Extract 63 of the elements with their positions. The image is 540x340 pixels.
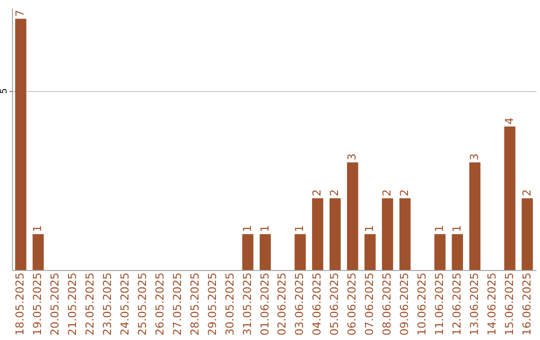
data-label: 2 [398, 189, 411, 196]
bar [242, 234, 254, 270]
bar [382, 198, 394, 270]
data-label: 7 [14, 10, 27, 17]
x-tick-label: 15.06.2025 [502, 272, 516, 336]
x-tick-label: 12.06.2025 [450, 272, 464, 336]
data-label: 2 [328, 189, 342, 196]
bar [399, 198, 411, 270]
bar [312, 198, 324, 270]
x-tick-label: 25.05.2025 [136, 272, 149, 336]
data-label: 1 [293, 225, 306, 232]
bar [294, 234, 306, 270]
x-tick-label: 21.05.2025 [66, 272, 80, 336]
bar [522, 198, 533, 270]
data-label: 2 [380, 189, 394, 196]
data-label: 2 [520, 189, 534, 196]
data-label: 1 [258, 225, 272, 232]
x-tick-label: 30.05.2025 [223, 272, 236, 336]
x-tick-label: 20.05.2025 [48, 272, 62, 336]
x-tick-label: 14.06.2025 [485, 272, 498, 336]
bar [469, 162, 480, 270]
x-tick-label: 11.06.2025 [432, 272, 446, 336]
x-tick-label: 29.05.2025 [206, 272, 219, 336]
bar [32, 234, 44, 270]
x-tick-label: 05.06.2025 [328, 272, 342, 336]
data-label: 2 [310, 189, 324, 196]
bar [260, 234, 271, 270]
bar [434, 234, 446, 270]
bar [330, 198, 341, 270]
x-tick-label: 10.06.2025 [415, 272, 428, 336]
x-tick-label: 08.06.2025 [380, 272, 394, 336]
x-tick-label: 07.06.2025 [363, 272, 376, 336]
x-tick-label: 04.06.2025 [310, 272, 324, 336]
bar [452, 234, 463, 270]
data-label: 1 [363, 225, 376, 232]
data-label: 1 [432, 225, 446, 232]
bar [15, 18, 26, 270]
data-label: 3 [346, 153, 359, 160]
x-tick-label: 13.06.2025 [468, 272, 481, 336]
x-tick-label: 26.05.2025 [153, 272, 166, 336]
x-tick-label: 16.06.2025 [520, 272, 534, 336]
x-tick-label: 19.05.2025 [31, 272, 44, 336]
data-label: 1 [450, 225, 464, 232]
bar [347, 162, 358, 270]
data-label: 3 [468, 153, 481, 160]
x-tick-label: 28.05.2025 [188, 272, 202, 336]
x-tick-label: 27.05.2025 [170, 272, 184, 336]
bar [364, 234, 376, 270]
x-tick-label: 24.05.2025 [118, 272, 132, 336]
x-tick-label: 18.05.2025 [14, 272, 27, 336]
x-tick-label: 09.06.2025 [398, 272, 411, 336]
y-tick-label: 5 [0, 88, 10, 94]
x-tick-label: 31.05.2025 [240, 272, 254, 336]
x-tick-label: 03.06.2025 [293, 272, 306, 336]
x-tick-label: 06.06.2025 [346, 272, 359, 336]
x-tick-label: 22.05.2025 [84, 272, 97, 336]
data-label: 1 [31, 225, 44, 232]
data-label: 4 [502, 117, 516, 124]
x-tick-label: 23.05.2025 [101, 272, 114, 336]
x-tick-label: 01.06.2025 [258, 272, 272, 336]
bar [504, 126, 516, 270]
x-tick-label: 02.06.2025 [276, 272, 289, 336]
data-label: 1 [240, 225, 254, 232]
